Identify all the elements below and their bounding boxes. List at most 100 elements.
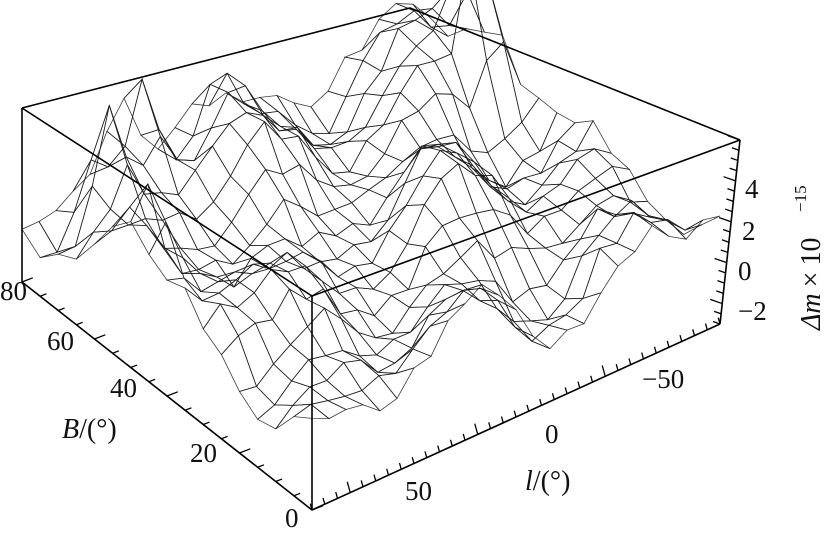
surface-patch — [271, 288, 308, 346]
surface-patch — [159, 136, 196, 196]
axis-tick — [275, 478, 283, 483]
surface-patch — [494, 246, 531, 303]
surface-patch — [21, 220, 58, 259]
axis-tick — [148, 378, 156, 383]
surface-patch — [330, 140, 368, 173]
axis-tick — [720, 249, 728, 254]
surface-patch — [380, 27, 417, 72]
dm-tick-label: 4 — [745, 174, 759, 204]
axis-tick — [424, 451, 428, 458]
surface-patch — [527, 247, 565, 287]
b-tick-label: 40 — [110, 373, 137, 403]
surface-patch — [164, 247, 201, 275]
b-axis-unit: /(°) — [79, 414, 117, 445]
surface-patch — [416, 60, 454, 95]
surface-patch — [594, 165, 632, 203]
surface-patch — [349, 175, 387, 191]
surface-patch — [522, 139, 560, 174]
surface-patch — [326, 361, 363, 397]
surface-patch — [230, 144, 267, 196]
surface-patch — [254, 319, 292, 365]
axis-tick — [729, 167, 737, 172]
surface-patch — [564, 247, 601, 300]
surface-patch — [426, 284, 464, 308]
surface-patch — [256, 404, 294, 430]
surface-patch — [598, 211, 635, 244]
surface-patch — [174, 84, 211, 137]
axis-tick — [39, 293, 47, 297]
surface-patch — [351, 189, 388, 226]
surface-patch — [177, 145, 213, 171]
axis-tick — [221, 435, 228, 440]
surface-patch — [92, 208, 130, 233]
surface-patch — [531, 324, 568, 350]
bounding-box — [21, 7, 741, 511]
surface-patch — [248, 223, 286, 246]
surface-patch — [55, 159, 92, 213]
surface-patch — [348, 140, 386, 177]
surface-patch — [215, 271, 254, 288]
dm-tick-label: −2 — [738, 296, 767, 326]
surface-patch — [237, 322, 274, 388]
axis-tick — [692, 329, 696, 336]
axis-tick — [488, 422, 492, 429]
surface-patch — [343, 32, 381, 62]
axis-tick — [322, 497, 326, 505]
b-tick-label: 60 — [47, 326, 74, 356]
surface-patch — [202, 303, 239, 356]
axis-tick — [21, 277, 34, 283]
axis-tick — [727, 135, 741, 141]
axis-tick — [731, 147, 740, 151]
surface-patch — [381, 65, 419, 97]
axis-tick — [346, 481, 351, 493]
surface-patch — [649, 216, 686, 231]
axis-tick — [257, 464, 265, 468]
surface-patch — [354, 262, 391, 290]
surface-patch — [279, 127, 315, 149]
frame-top-back — [21, 7, 741, 141]
surface-patch — [209, 72, 247, 93]
axis-tick — [721, 239, 730, 243]
axis-tick — [76, 321, 83, 326]
surface-patch — [327, 56, 364, 98]
surface-patch — [141, 78, 178, 160]
dm-axis-symbol: Δm — [796, 293, 827, 331]
axis-tick — [718, 216, 732, 223]
surface-patch — [461, 287, 500, 302]
axis-tick — [718, 269, 726, 274]
surface-patch — [433, 53, 471, 110]
surface-patch — [336, 244, 373, 267]
surface-patch — [38, 210, 75, 254]
surface-patch — [451, 0, 488, 110]
axis-tick — [360, 480, 364, 487]
surface-patch — [423, 177, 460, 227]
surface-patch — [282, 164, 319, 217]
surface-patch — [337, 265, 375, 290]
surface-patch — [255, 363, 293, 406]
axis-tick — [653, 346, 657, 354]
surface-patch — [108, 105, 145, 195]
surface-patch — [666, 220, 703, 235]
surface-patch — [328, 92, 365, 134]
surface-patch — [218, 279, 255, 309]
surface-patch — [184, 286, 221, 330]
surface-patch — [347, 124, 385, 142]
axis-tick — [704, 323, 708, 330]
surface-patch — [317, 208, 354, 237]
surface-patch — [394, 326, 431, 364]
surface-patch — [372, 271, 410, 296]
axis-tick — [723, 176, 736, 182]
surface-patch — [460, 280, 498, 310]
axis-tick — [474, 423, 479, 435]
surface-patch — [496, 308, 533, 342]
surface-patch — [236, 292, 274, 324]
surface-patch — [667, 219, 704, 240]
surface-patch — [310, 90, 347, 135]
dm-tick-label: 0 — [738, 256, 752, 286]
surface-patch — [343, 390, 381, 412]
axis-tick — [641, 352, 645, 360]
surface-patch — [579, 208, 617, 240]
axis-tick — [714, 257, 727, 264]
axis-tick — [716, 290, 724, 294]
surface-patch — [546, 255, 583, 300]
